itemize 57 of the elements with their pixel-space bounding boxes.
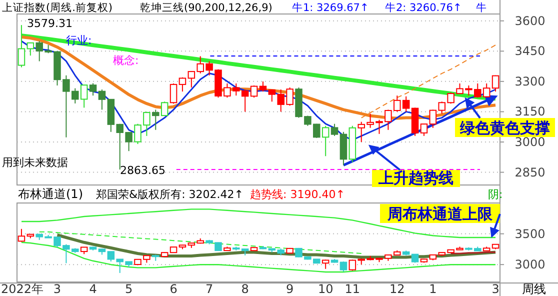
annotation: 周布林通道上限 <box>386 205 494 223</box>
candlestick <box>98 89 106 110</box>
chart-subtitle: 乾坤三线(90,200,12,26,9) <box>140 1 272 14</box>
candlestick <box>18 228 26 242</box>
y-tick-label: 3000 <box>514 258 546 272</box>
candlestick <box>89 82 97 96</box>
x-tick-label: 6 <box>170 282 178 296</box>
text: 郑国荣&版权所有: 3202.42↑ <box>96 188 244 201</box>
y-tick-label: 3150 <box>514 104 546 119</box>
candlestick <box>80 84 88 108</box>
text: 牛1: 3269.67↑ <box>292 1 369 14</box>
text: 阴: <box>488 188 503 201</box>
text: 趋势线: 3190.40↑ <box>250 188 345 201</box>
candlestick <box>322 125 330 157</box>
line-series <box>38 231 362 254</box>
x-tick-label: 8 <box>241 282 249 296</box>
candlestick <box>420 123 428 136</box>
x-tick-label: 3 <box>53 282 62 296</box>
annotation: 用到未来数据 <box>2 156 68 169</box>
candlestick <box>170 82 178 104</box>
annotation: 3579.31 <box>27 17 72 30</box>
line-series <box>56 234 497 259</box>
chart-title: 布林通道(1) <box>18 187 83 201</box>
candlestick <box>322 259 330 270</box>
x-tick-label: 12 <box>390 282 405 296</box>
y-tick-label: 3450 <box>514 44 546 58</box>
candlestick <box>178 76 186 92</box>
candlestick <box>152 109 160 130</box>
text: 牛 <box>476 1 487 14</box>
y-tick-label: 3600 <box>514 14 546 28</box>
candlestick <box>26 42 34 56</box>
candlestick <box>330 123 338 136</box>
text: 周线 <box>522 282 546 296</box>
line-series <box>20 34 498 101</box>
x-tick-label: 11 <box>344 282 360 296</box>
x-tick-label: 3 <box>492 282 500 296</box>
text: 牛2: 3260.76↑ <box>385 1 462 14</box>
x-tick-label: 2022年 <box>1 282 44 296</box>
x-tick-label: 7 <box>205 282 214 296</box>
x-tick-label: 5 <box>124 282 133 296</box>
candlestick <box>250 84 258 98</box>
y-tick-label: 2850 <box>514 165 546 180</box>
candlestick <box>160 101 168 116</box>
annotation: 2863.65 <box>120 164 166 177</box>
annotation: 绿色黄色支撑 <box>459 119 550 137</box>
x-tick-label: 1 <box>429 282 437 296</box>
x-tick-label: 10 <box>318 282 334 296</box>
annotation: 上升趋势线 <box>378 169 454 187</box>
candlestick <box>18 24 26 68</box>
chart-title: 上证指数(周线.前复权) <box>2 1 113 14</box>
y-tick-label: 3300 <box>514 74 546 88</box>
annotation: 概念: <box>113 54 139 67</box>
candlestick <box>259 80 267 92</box>
y-tick-label: 3000 <box>514 135 546 149</box>
x-tick-label: 4 <box>89 282 97 296</box>
y-tick-label: 3500 <box>514 226 546 241</box>
x-tick-label: 9 <box>286 282 294 296</box>
